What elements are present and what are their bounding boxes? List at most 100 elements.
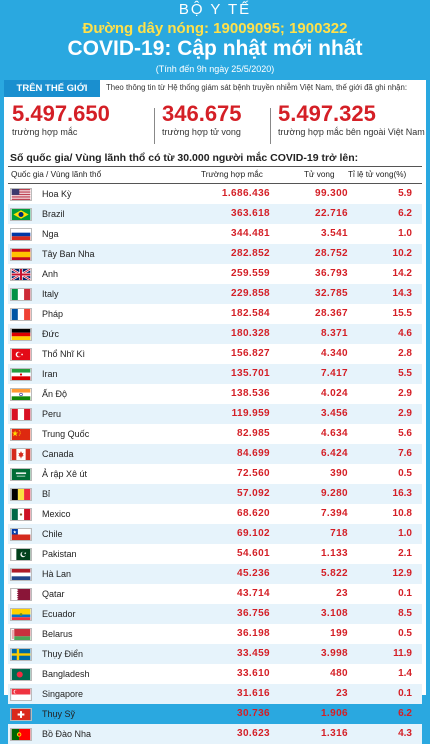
deaths-value: 6.424 xyxy=(320,448,348,459)
russia-flag-icon xyxy=(10,228,32,241)
hotline-text: Đường dây nóng: 19009095; 1900322 xyxy=(82,20,348,37)
cases-value: 344.481 xyxy=(231,228,270,239)
cases-value: 45.236 xyxy=(237,568,270,579)
country-name: Ấn Độ xyxy=(42,389,68,399)
switzerland-flag-icon xyxy=(10,708,32,721)
canada-flag-icon xyxy=(10,448,32,461)
country-name: Tây Ban Nha xyxy=(42,249,95,259)
country-name: Singapore xyxy=(42,689,84,699)
cases-value: 69.102 xyxy=(237,528,270,539)
header-country: Quốc gia / Vùng lãnh thổ xyxy=(11,170,102,179)
deaths-value: 1.906 xyxy=(320,708,348,719)
country-name: Bangladesh xyxy=(42,669,90,679)
table-row: Qatar 43.714 23 0.1 xyxy=(8,584,422,604)
stat-value: 5.497.325 xyxy=(278,101,376,126)
table-body: Hoa Kỳ 1.686.436 99.300 5.9 Brazil 363.618 22.… xyxy=(8,184,422,744)
table-row: Thụy Điển 33.459 3.998 11.9 xyxy=(8,644,422,664)
death-rate-value: 1.0 xyxy=(398,528,412,539)
deaths-value: 4.634 xyxy=(320,428,348,439)
cases-value: 135.701 xyxy=(231,368,270,379)
table-row: Hà Lan 45.236 5.822 12.9 xyxy=(8,564,422,584)
table-row: Bỉ 57.092 9.280 16.3 xyxy=(8,484,422,504)
cases-value: 72.560 xyxy=(237,468,270,479)
country-name: Chile xyxy=(42,529,63,539)
table-row: Belarus 36.198 199 0.5 xyxy=(8,624,422,644)
deaths-value: 99.300 xyxy=(315,188,348,199)
death-rate-value: 5.6 xyxy=(398,428,412,439)
death-rate-value: 15.5 xyxy=(392,308,412,319)
death-rate-value: 0.1 xyxy=(398,588,412,599)
saudi-arabia-flag-icon xyxy=(10,468,32,481)
china-flag-icon xyxy=(10,428,32,441)
death-rate-value: 14.2 xyxy=(392,268,412,279)
pakistan-flag-icon xyxy=(10,548,32,561)
stat-cases-outside-vietnam: 5.497.325 trường hợp mắc bên ngoài Việt … xyxy=(278,101,425,138)
table-row: Thụy Sỹ 30.736 1.906 6.2 xyxy=(8,704,422,724)
death-rate-value: 0.5 xyxy=(398,628,412,639)
death-rate-value: 5.9 xyxy=(398,188,412,199)
table-row: Italy 229.858 32.785 14.3 xyxy=(8,284,422,304)
cases-value: 57.092 xyxy=(237,488,270,499)
death-rate-value: 2.1 xyxy=(398,548,412,559)
iran-flag-icon xyxy=(10,368,32,381)
india-flag-icon xyxy=(10,388,32,401)
country-name: Trung Quốc xyxy=(42,429,90,439)
deaths-value: 23 xyxy=(336,688,348,699)
country-name: Thụy Điển xyxy=(42,649,84,659)
spain-flag-icon xyxy=(10,248,32,261)
death-rate-value: 2.9 xyxy=(398,408,412,419)
death-rate-value: 8.5 xyxy=(398,608,412,619)
table-row: Ấn Độ 138.536 4.024 2.9 xyxy=(8,384,422,404)
deaths-value: 1.133 xyxy=(320,548,348,559)
uk-flag-icon xyxy=(10,268,32,281)
table-row: Chile 69.102 718 1.0 xyxy=(8,524,422,544)
deaths-value: 8.371 xyxy=(320,328,348,339)
germany-flag-icon xyxy=(10,328,32,341)
death-rate-value: 12.9 xyxy=(392,568,412,579)
table-row: Ả rập Xê út 72.560 390 0.5 xyxy=(8,464,422,484)
mexico-flag-icon xyxy=(10,508,32,521)
country-name: Italy xyxy=(42,289,59,299)
qatar-flag-icon xyxy=(10,588,32,601)
death-rate-value: 2.9 xyxy=(398,388,412,399)
death-rate-value: 16.3 xyxy=(392,488,412,499)
italy-flag-icon xyxy=(10,288,32,301)
turkey-flag-icon xyxy=(10,348,32,361)
table-row: Pháp 182.584 28.367 15.5 xyxy=(8,304,422,324)
country-name: Bồ Đào Nha xyxy=(42,729,92,739)
deaths-value: 718 xyxy=(330,528,348,539)
cases-value: 138.536 xyxy=(231,388,270,399)
country-name: Ả rập Xê út xyxy=(42,469,88,479)
cases-value: 229.858 xyxy=(231,288,270,299)
chile-flag-icon xyxy=(10,528,32,541)
death-rate-value: 10.2 xyxy=(392,248,412,259)
cases-value: 1.686.436 xyxy=(221,188,270,199)
country-name: Qatar xyxy=(42,589,65,599)
deaths-value: 5.822 xyxy=(320,568,348,579)
deaths-value: 28.367 xyxy=(315,308,348,319)
country-name: Canada xyxy=(42,449,74,459)
table-row: Singapore 31.616 23 0.1 xyxy=(8,684,422,704)
country-name: Bỉ xyxy=(42,489,51,499)
death-rate-value: 0.5 xyxy=(398,468,412,479)
deaths-value: 22.716 xyxy=(315,208,348,219)
page-title: COVID-19: Cập nhật mới nhất xyxy=(67,37,363,60)
death-rate-value: 5.5 xyxy=(398,368,412,379)
table-row: Thổ Nhĩ Kì 156.827 4.340 2.8 xyxy=(8,344,422,364)
cases-value: 180.328 xyxy=(231,328,270,339)
table-row: Bangladesh 33.610 480 1.4 xyxy=(8,664,422,684)
portugal-flag-icon xyxy=(10,728,32,741)
death-rate-value: 0.1 xyxy=(398,688,412,699)
usa-flag-icon xyxy=(10,188,32,201)
cases-value: 36.198 xyxy=(237,628,270,639)
cases-value: 36.756 xyxy=(237,608,270,619)
cases-value: 156.827 xyxy=(231,348,270,359)
death-rate-value: 14.3 xyxy=(392,288,412,299)
country-name: Đức xyxy=(42,329,60,339)
cases-value: 33.459 xyxy=(237,648,270,659)
cases-value: 82.985 xyxy=(237,428,270,439)
cases-value: 30.623 xyxy=(237,728,270,739)
deaths-value: 199 xyxy=(330,628,348,639)
country-name: Hà Lan xyxy=(42,569,72,579)
deaths-value: 390 xyxy=(330,468,348,479)
